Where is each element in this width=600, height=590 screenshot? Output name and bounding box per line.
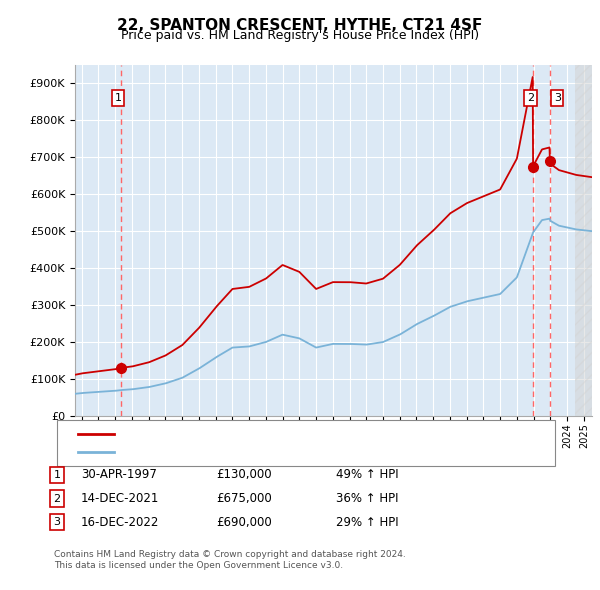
Text: 22, SPANTON CRESCENT, HYTHE, CT21 4SF (detached house): 22, SPANTON CRESCENT, HYTHE, CT21 4SF (d… [123, 430, 466, 440]
Text: 3: 3 [554, 93, 561, 103]
Text: Price paid vs. HM Land Registry's House Price Index (HPI): Price paid vs. HM Land Registry's House … [121, 30, 479, 42]
Text: £690,000: £690,000 [216, 516, 272, 529]
Text: £675,000: £675,000 [216, 492, 272, 505]
Text: HPI: Average price, detached house, Folkestone and Hythe: HPI: Average price, detached house, Folk… [123, 447, 451, 457]
Text: 30-APR-1997: 30-APR-1997 [81, 468, 157, 481]
Bar [575, 65, 592, 416]
Text: 2: 2 [527, 93, 534, 103]
Text: 49% ↑ HPI: 49% ↑ HPI [336, 468, 398, 481]
Text: This data is licensed under the Open Government Licence v3.0.: This data is licensed under the Open Gov… [54, 560, 343, 570]
Text: 2: 2 [53, 494, 61, 503]
Text: Contains HM Land Registry data © Crown copyright and database right 2024.: Contains HM Land Registry data © Crown c… [54, 550, 406, 559]
Text: 1: 1 [115, 93, 122, 103]
Text: £130,000: £130,000 [216, 468, 272, 481]
Text: 16-DEC-2022: 16-DEC-2022 [81, 516, 160, 529]
Text: 1: 1 [53, 470, 61, 480]
Text: 22, SPANTON CRESCENT, HYTHE, CT21 4SF: 22, SPANTON CRESCENT, HYTHE, CT21 4SF [118, 18, 482, 32]
Text: 29% ↑ HPI: 29% ↑ HPI [336, 516, 398, 529]
Text: 3: 3 [53, 517, 61, 527]
Text: 14-DEC-2021: 14-DEC-2021 [81, 492, 160, 505]
Text: 36% ↑ HPI: 36% ↑ HPI [336, 492, 398, 505]
